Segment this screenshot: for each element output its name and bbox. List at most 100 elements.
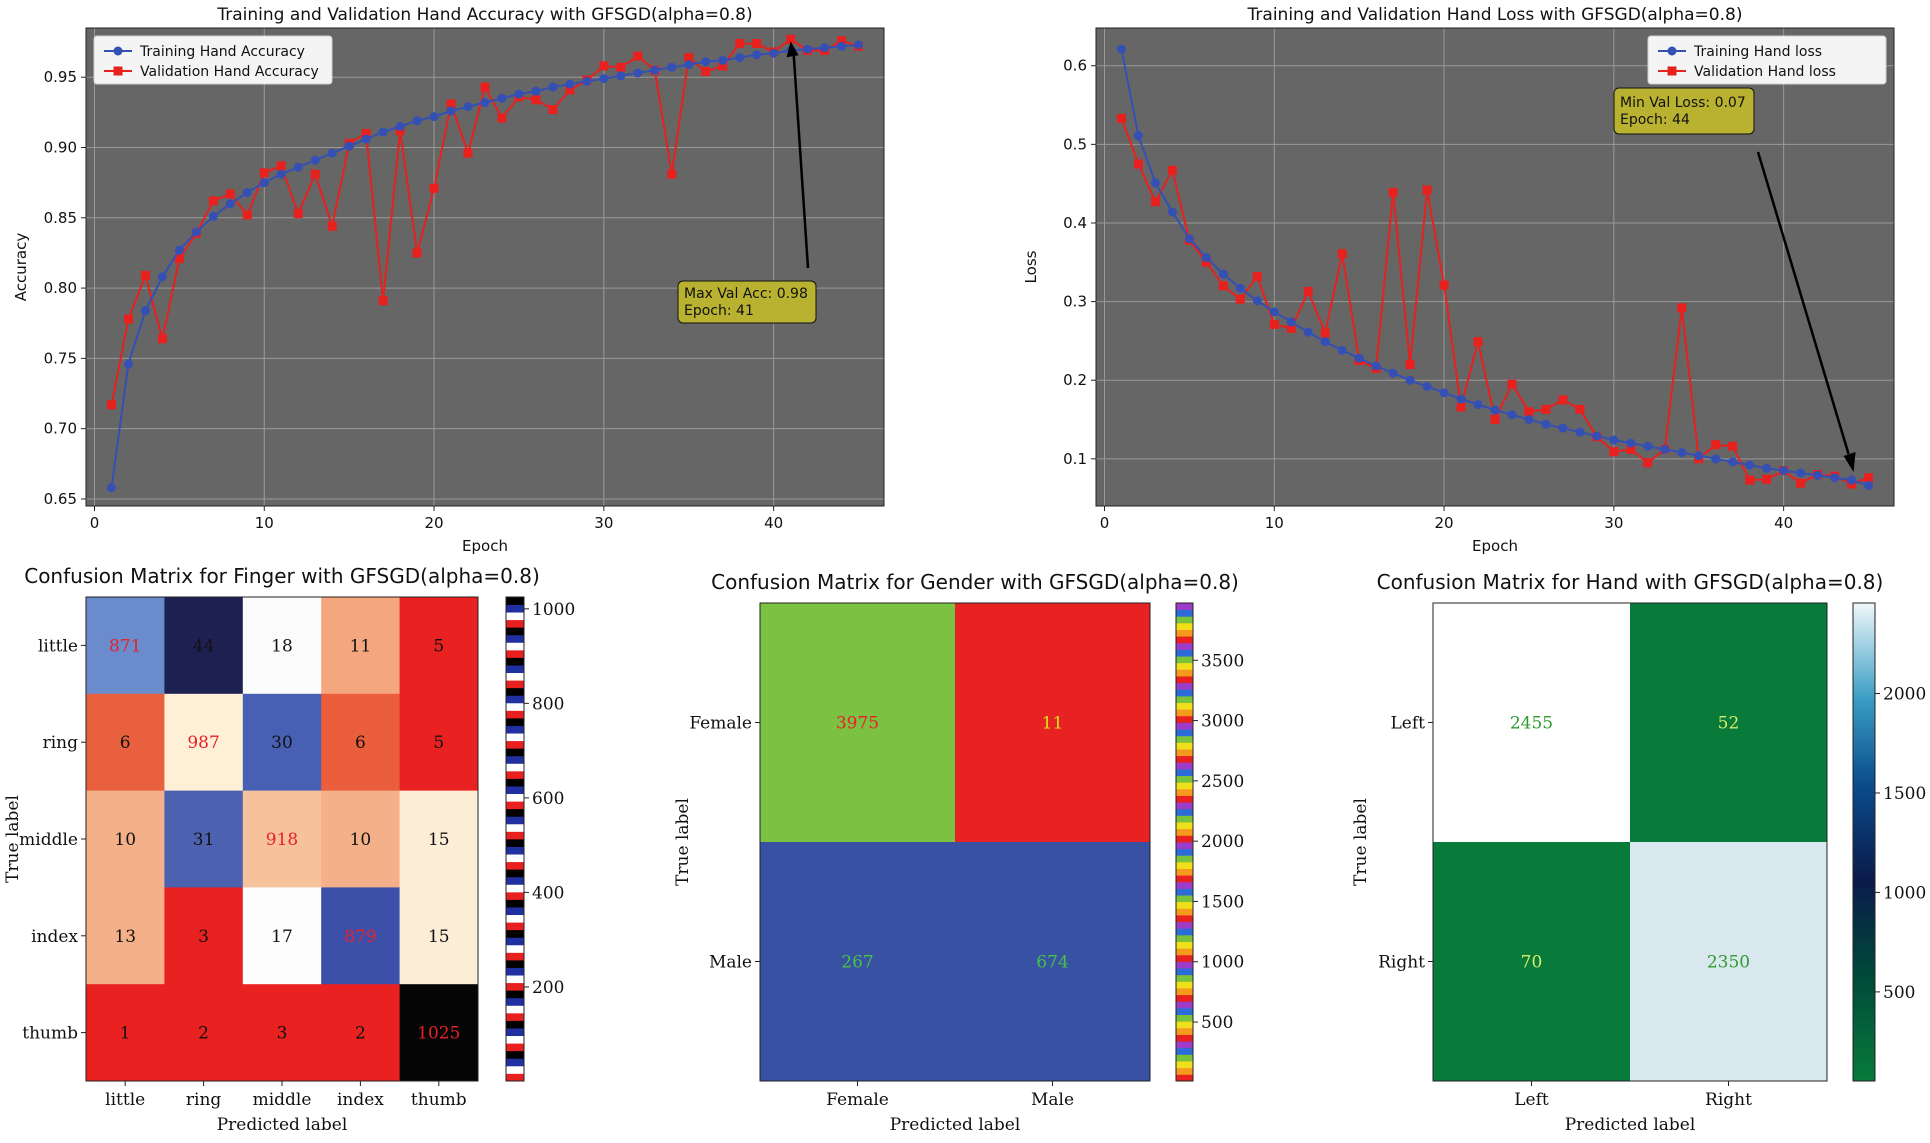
data-point-training [310,155,320,165]
data-point-training [820,43,830,53]
chart-title: Confusion Matrix for Gender with GFSGD(a… [711,570,1239,594]
data-point-training [1405,375,1415,385]
colorbar-stripe [506,876,524,885]
colorbar-stripe [1176,662,1193,670]
matrix-cell [1630,842,1828,1082]
cell-value: 6 [120,733,131,753]
colorbar-stripe [506,944,524,953]
colorbar-stripe [1176,709,1193,717]
cell-value: 1025 [417,1024,460,1044]
colorbar-stripe [1176,1034,1193,1042]
data-point-training [1762,463,1772,473]
y-tick-label: 0.1 [1063,450,1087,468]
colorbar-stripe [1176,901,1193,909]
colorbar-stripe [506,899,524,908]
matrix-cell [955,842,1151,1082]
colorbar-stripe [1176,609,1193,617]
cell-value: 879 [344,927,376,947]
cell-value: 918 [266,830,298,850]
colorbar-stripe [1176,775,1193,783]
x-axis-label: Epoch [462,537,508,555]
y-tick-label: 0.90 [44,139,77,157]
legend-box [93,35,333,85]
colorbar-tick-label: 3000 [1201,712,1244,732]
data-point-training [1660,444,1670,454]
data-point-validation [599,61,609,71]
cell-value: 15 [428,830,450,850]
colorbar-stripe [1176,642,1193,650]
data-point-validation [684,53,694,63]
colorbar-stripe [1176,888,1193,896]
data-point-training [854,40,864,50]
legend-label: Validation Hand loss [1694,64,1836,80]
colorbar-stripe [1176,941,1193,949]
colorbar-stripe [1176,1067,1193,1075]
data-point-training [242,187,252,197]
colorbar-stripe [506,1065,524,1074]
data-point-validation [1456,402,1466,412]
x-axis-label: Predicted label [217,1115,348,1135]
matrix-cell [955,603,1151,843]
data-point-training [1847,475,1857,485]
x-tick-label: 0 [90,514,100,532]
data-point-validation [1473,337,1483,347]
data-point-validation [1235,294,1245,304]
colorbar-stripe [506,1012,524,1021]
data-point-training [718,55,728,65]
matrix-cell [321,597,401,695]
matrix-cell [760,842,956,1082]
data-point-validation [786,34,796,44]
colorbar-stripe [1176,881,1193,889]
colorbar-tick-label: 2000 [1883,685,1926,705]
legend-marker [1667,46,1677,56]
data-point-training [582,76,592,86]
data-point-validation [1575,404,1585,414]
chart-title: Confusion Matrix for Finger with GFSGD(a… [24,564,540,588]
data-point-training [1303,327,1313,337]
data-point-validation [123,314,133,324]
cell-value: 3 [198,927,209,947]
colorbar-stripe [506,1043,524,1052]
colorbar-stripe [506,687,524,696]
y-axis-label: True label [3,795,23,883]
colorbar-stripe [1176,656,1193,664]
data-point-validation [1711,440,1721,450]
matrix-cell [321,984,401,1082]
colorbar-stripe [1176,669,1193,677]
data-point-training [769,48,779,58]
colorbar-stripe [506,718,524,726]
colorbar-stripe [506,778,524,787]
data-point-training [1864,481,1874,491]
plot-area [86,28,884,506]
matrix-cell [242,693,322,792]
colorbar-stripe [506,846,524,855]
matrix-cell [399,693,479,792]
data-point-validation [1303,286,1313,296]
cell-value: 70 [1521,953,1543,973]
colorbar-stripe [506,642,524,651]
data-point-validation [1626,444,1636,454]
colorbar-stripe [506,733,524,742]
colorbar-frame [1175,602,1194,1082]
colorbar-stripe [1176,629,1193,637]
y-tick-label: Right [1378,953,1425,973]
colorbar-stripe [506,1058,524,1067]
data-point-training [1337,345,1347,355]
data-point-training [803,44,813,54]
data-point-validation [1864,473,1874,483]
x-tick-label: 40 [1774,514,1793,532]
y-tick-label: Left [1391,714,1426,734]
colorbar-stripe [1176,855,1193,863]
x-tick-label: ring [186,1090,222,1110]
colorbar-stripe [1176,961,1193,969]
data-point-training [548,82,558,92]
cell-value: 13 [114,927,136,947]
cell-value: 10 [114,830,136,850]
data-point-validation [497,113,507,123]
data-point-validation [1745,475,1755,485]
cell-value: 17 [271,927,293,947]
data-point-training [378,127,388,137]
data-point-training [293,162,303,172]
matrix-cell [164,597,244,695]
data-point-validation [1133,159,1143,169]
